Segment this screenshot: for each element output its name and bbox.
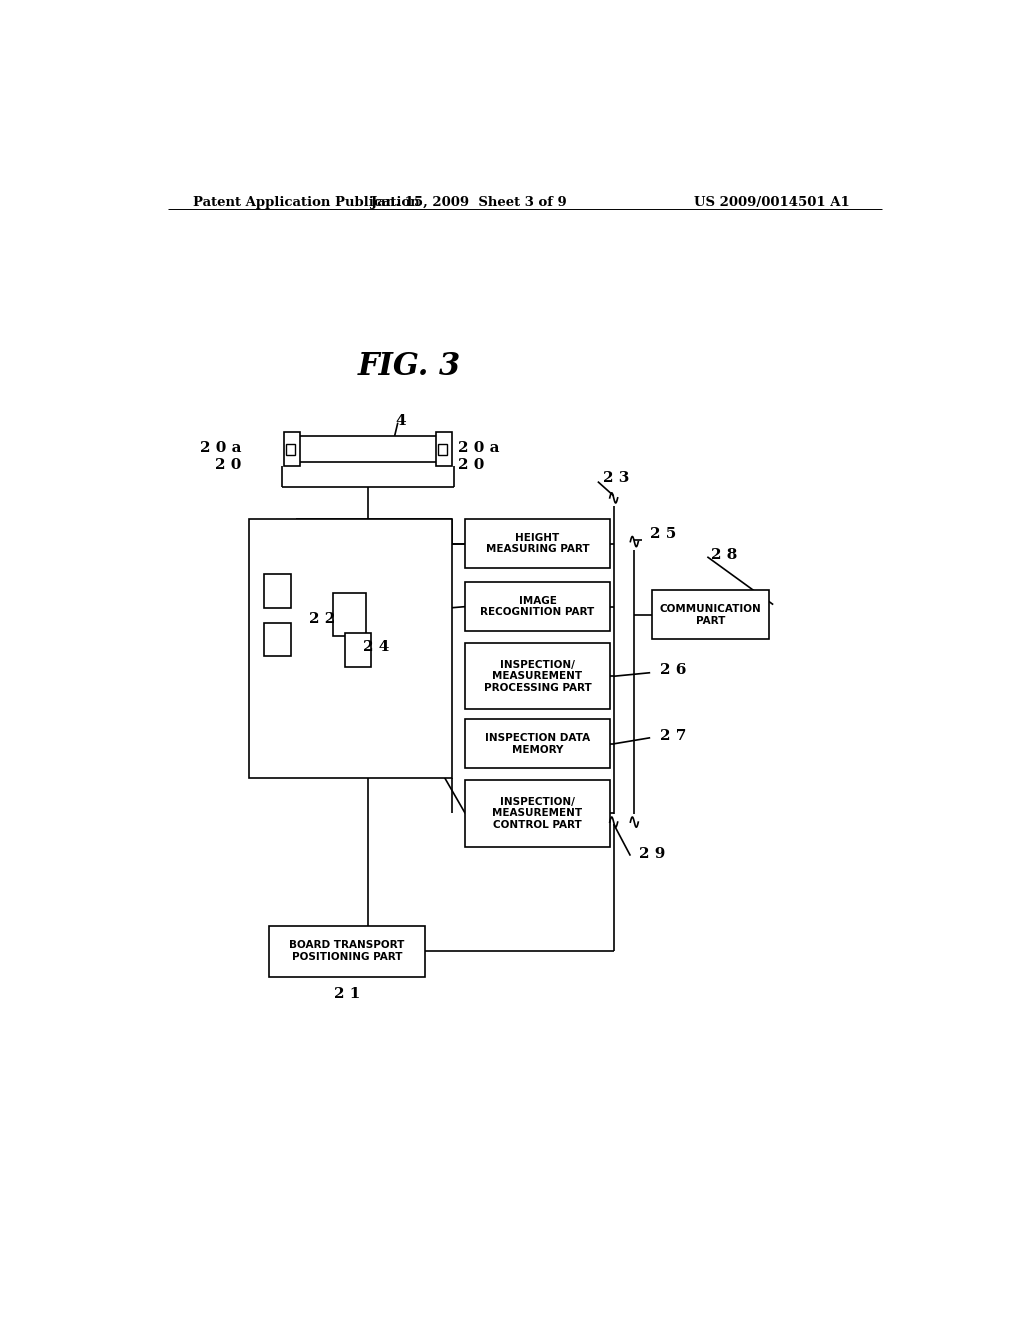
FancyBboxPatch shape [438, 444, 447, 454]
FancyBboxPatch shape [465, 519, 609, 568]
Text: 2 0: 2 0 [458, 458, 484, 473]
FancyBboxPatch shape [269, 925, 425, 977]
Text: 2 6: 2 6 [659, 663, 686, 677]
Text: 2 0: 2 0 [215, 458, 242, 473]
FancyBboxPatch shape [333, 594, 367, 636]
FancyBboxPatch shape [652, 590, 769, 639]
FancyBboxPatch shape [286, 444, 295, 454]
Text: US 2009/0014501 A1: US 2009/0014501 A1 [694, 195, 850, 209]
Text: 2 9: 2 9 [639, 846, 666, 861]
Text: 2 1: 2 1 [334, 987, 360, 1001]
Text: 2 4: 2 4 [362, 640, 389, 655]
Text: 2 0 a: 2 0 a [458, 441, 500, 455]
Text: 2 5: 2 5 [650, 528, 677, 541]
FancyBboxPatch shape [465, 582, 609, 631]
Text: INSPECTION DATA
MEMORY: INSPECTION DATA MEMORY [485, 733, 590, 755]
FancyBboxPatch shape [465, 719, 609, 768]
FancyBboxPatch shape [345, 634, 371, 667]
Text: Jan. 15, 2009  Sheet 3 of 9: Jan. 15, 2009 Sheet 3 of 9 [372, 195, 567, 209]
Text: INSPECTION/
MEASUREMENT
PROCESSING PART: INSPECTION/ MEASUREMENT PROCESSING PART [483, 660, 592, 693]
Text: 4: 4 [395, 413, 406, 428]
FancyBboxPatch shape [465, 780, 609, 846]
FancyBboxPatch shape [264, 623, 291, 656]
FancyBboxPatch shape [436, 432, 452, 466]
FancyBboxPatch shape [465, 643, 609, 709]
Text: IMAGE
RECOGNITION PART: IMAGE RECOGNITION PART [480, 595, 595, 618]
Text: 2 8: 2 8 [712, 548, 737, 562]
Text: 2 7: 2 7 [659, 729, 686, 743]
Text: HEIGHT
MEASURING PART: HEIGHT MEASURING PART [485, 533, 589, 554]
FancyBboxPatch shape [264, 574, 291, 607]
Text: Patent Application Publication: Patent Application Publication [194, 195, 420, 209]
Text: 2 3: 2 3 [602, 470, 629, 484]
Text: BOARD TRANSPORT
POSITIONING PART: BOARD TRANSPORT POSITIONING PART [290, 940, 404, 962]
FancyBboxPatch shape [285, 432, 300, 466]
Text: INSPECTION/
MEASUREMENT
CONTROL PART: INSPECTION/ MEASUREMENT CONTROL PART [493, 797, 583, 830]
Text: COMMUNICATION
PART: COMMUNICATION PART [659, 605, 762, 626]
Text: 2 0 a: 2 0 a [200, 441, 242, 455]
Text: FIG. 3: FIG. 3 [358, 351, 462, 383]
Text: 2 2: 2 2 [309, 612, 335, 626]
FancyBboxPatch shape [249, 519, 452, 779]
